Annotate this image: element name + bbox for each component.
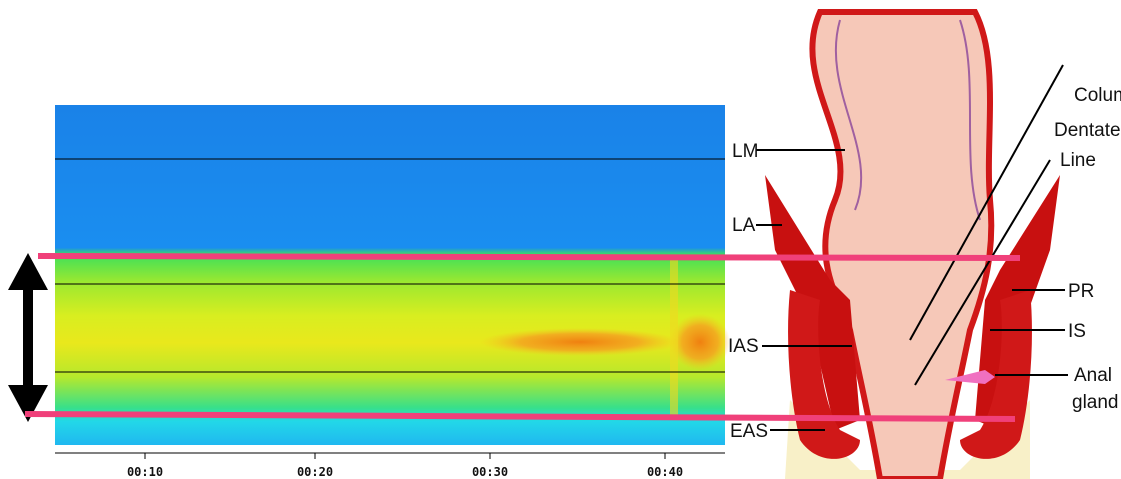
pressure-heatmap: 00:10 00:20 00:30 00:40 bbox=[55, 105, 730, 479]
time-label: 00:40 bbox=[647, 465, 683, 479]
label-lm: LM bbox=[732, 141, 758, 162]
label-line: Line bbox=[1060, 150, 1096, 171]
label-dentate: Dentate bbox=[1054, 120, 1121, 141]
time-label: 00:20 bbox=[297, 465, 333, 479]
double-arrow bbox=[8, 253, 48, 422]
time-label: 00:10 bbox=[127, 465, 163, 479]
label-eas: EAS bbox=[730, 421, 768, 442]
label-pr: PR bbox=[1068, 281, 1094, 302]
label-ias: IAS bbox=[728, 336, 759, 357]
label-columns: Columns bbox=[1074, 85, 1121, 106]
label-gland: gland bbox=[1072, 392, 1119, 413]
lower-boundary bbox=[24, 411, 1016, 422]
label-anal: Anal bbox=[1074, 365, 1112, 386]
label-la: LA bbox=[732, 215, 756, 236]
upper-boundary bbox=[37, 253, 1021, 261]
time-label: 00:30 bbox=[472, 465, 508, 479]
anatomy-diagram: LM LA IAS EAS Columns Dentate Line PR IS… bbox=[728, 9, 1121, 479]
label-is: IS bbox=[1068, 321, 1086, 342]
